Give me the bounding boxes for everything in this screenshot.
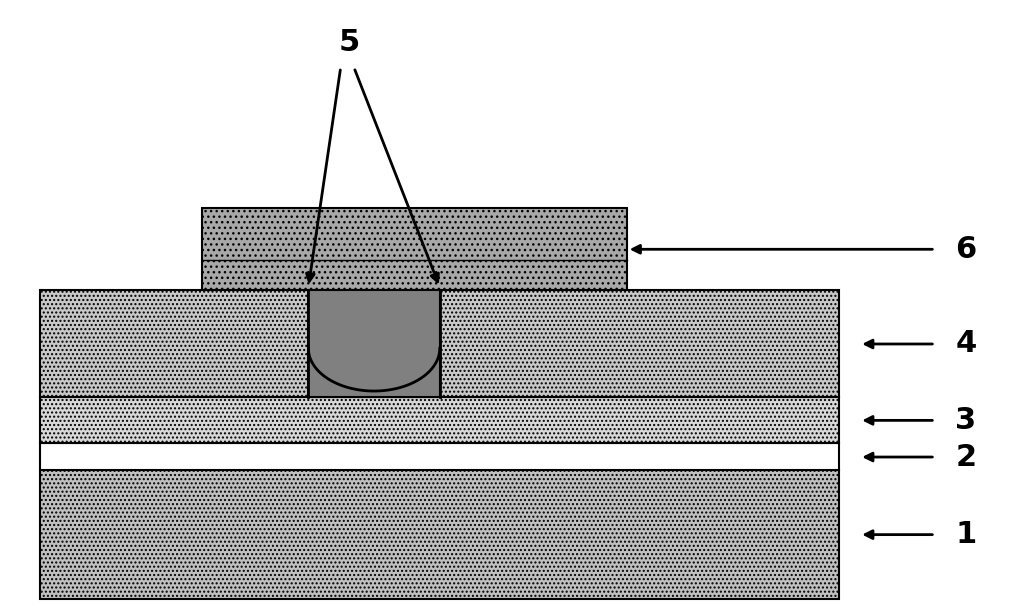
Text: 4: 4 bbox=[955, 329, 977, 359]
Text: 1: 1 bbox=[955, 520, 977, 549]
Bar bbox=[40, 443, 839, 470]
Text: 6: 6 bbox=[955, 235, 977, 264]
Bar bbox=[40, 397, 839, 443]
Bar bbox=[40, 470, 839, 599]
Bar bbox=[308, 290, 440, 397]
Text: 2: 2 bbox=[955, 442, 977, 472]
Text: 3: 3 bbox=[955, 406, 977, 435]
Text: 5: 5 bbox=[338, 28, 360, 57]
Bar bbox=[202, 208, 627, 290]
Bar bbox=[40, 290, 839, 397]
